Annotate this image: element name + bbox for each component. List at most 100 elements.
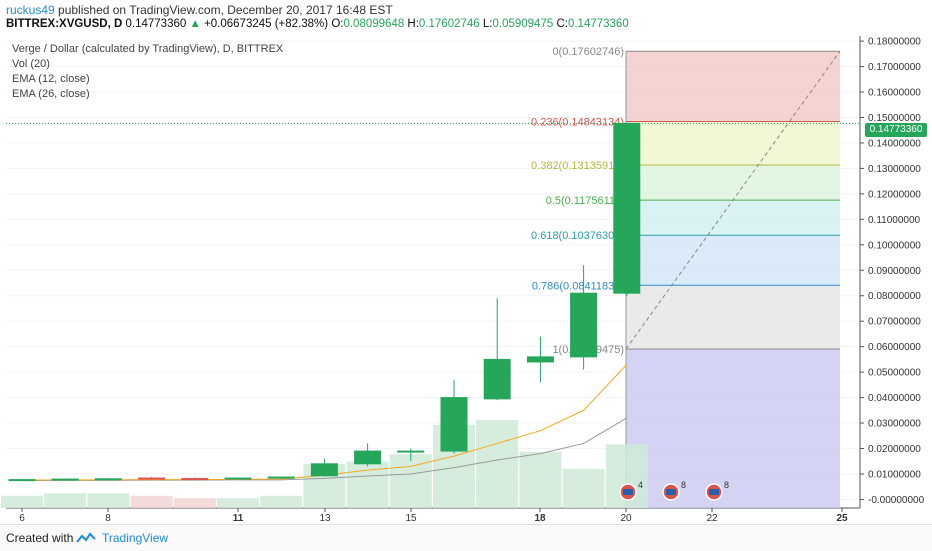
candle-body xyxy=(440,397,468,452)
high-value: 0.17602746 xyxy=(418,18,480,30)
event-flag-stripe xyxy=(666,489,676,495)
fib-zone xyxy=(626,235,840,286)
ema26-line xyxy=(21,417,628,482)
fib-zone xyxy=(626,200,840,236)
y-tick-label: 0.01000000 xyxy=(868,469,921,480)
fib-level-label: 0.5(0.11756111) xyxy=(546,195,624,207)
volume-bar xyxy=(44,493,87,508)
y-tick-label: 0.14000000 xyxy=(868,138,921,149)
fib-level-label: 0(0.17602746) xyxy=(552,46,624,58)
high-label: H: xyxy=(407,18,419,30)
x-tick-label: 6 xyxy=(19,513,25,524)
volume-bar xyxy=(562,468,605,508)
price-chart[interactable]: 0.18000000 0.17000000 0.16000000 0.15000000… xyxy=(0,0,932,524)
fib-zone xyxy=(626,285,840,349)
candle-body xyxy=(526,356,554,363)
event-flag-stripe xyxy=(709,489,719,495)
x-tick-label: 8 xyxy=(105,513,111,524)
event-flag-count: 4 xyxy=(638,480,643,490)
x-tick-label: 25 xyxy=(836,513,848,524)
event-flag-icon: 8 xyxy=(662,480,686,501)
last-price: 0.14773360 xyxy=(125,18,187,30)
candle-body xyxy=(138,477,166,480)
fib-level-label: 0.236(0.14843134) xyxy=(531,116,624,128)
fib-trend-line xyxy=(625,50,841,350)
y-tick-label: 0.02000000 xyxy=(868,444,921,455)
fib-level-label: 0.382(0.13135915) xyxy=(531,160,624,172)
event-flag-stripe xyxy=(623,489,633,495)
x-tick-label: 15 xyxy=(405,513,417,524)
event-flag-icon: 8 xyxy=(705,480,729,501)
candle-body xyxy=(483,358,511,400)
volume-bar xyxy=(130,495,173,508)
change-arrow-icon: ▲ xyxy=(189,18,201,30)
y-tick-label: 0.11000000 xyxy=(868,215,921,226)
y-tick-label: 0.03000000 xyxy=(868,419,921,430)
y-tick-label: 0.12000000 xyxy=(868,189,921,200)
candle-body xyxy=(613,122,641,294)
candle-body xyxy=(181,478,209,481)
y-tick-label: 0.10000000 xyxy=(868,240,921,251)
ohlc-line: BITTREX:XVGUSD, D 0.14773360 ▲ +0.066732… xyxy=(6,18,629,30)
y-tick-label: 0.17000000 xyxy=(868,62,921,73)
volume-bar xyxy=(260,495,303,508)
low-value: 0.05909475 xyxy=(492,18,554,30)
close-label: C: xyxy=(556,18,568,30)
legend-vol[interactable]: Vol (20) xyxy=(12,58,50,70)
y-tick-label: 0.06000000 xyxy=(868,342,921,353)
author-link[interactable]: ruckus49 xyxy=(6,3,55,17)
candle-body xyxy=(224,477,252,480)
y-tick-label: 0.04000000 xyxy=(868,393,921,404)
change-value: +0.06673245 (+82.38%) xyxy=(204,18,329,30)
fib-zone xyxy=(626,121,840,165)
x-tick-label: 13 xyxy=(319,513,331,524)
event-flag-icon: 4 xyxy=(619,480,643,501)
volume-bar xyxy=(389,454,432,508)
tradingview-link[interactable]: TradingView xyxy=(102,531,169,545)
y-tick-label: 0.05000000 xyxy=(868,368,921,379)
fib-level-label: 0.786(0.08411835) xyxy=(532,280,624,292)
publish-text: published on TradingView.com, December 2… xyxy=(54,3,393,17)
volume-bar xyxy=(519,451,562,508)
x-tick-label: 11 xyxy=(233,513,244,524)
candle-body xyxy=(397,450,425,453)
legend-ema26[interactable]: EMA (26, close) xyxy=(12,88,90,100)
fib-zone-below xyxy=(626,348,840,508)
candle-body xyxy=(310,463,338,477)
symbol-label: BITTREX:XVGUSD, D xyxy=(6,18,123,30)
y-tick-label: 0.16000000 xyxy=(868,88,921,99)
low-label: L: xyxy=(482,18,493,30)
event-flag-count: 8 xyxy=(724,480,729,490)
candle-body xyxy=(94,478,122,481)
volume-bar xyxy=(173,498,216,508)
volume-bar xyxy=(476,420,519,508)
x-tick-label: 18 xyxy=(534,513,546,524)
indicator-legend: Verge / Dollar (calculated by TradingVie… xyxy=(12,42,283,102)
close-value: 0.14773360 xyxy=(567,18,629,30)
y-tick-label: 0.08000000 xyxy=(868,291,921,302)
volume-bar xyxy=(1,495,43,508)
x-tick-label: 20 xyxy=(620,513,632,524)
fib-level-label: 0.618(0.10376305) xyxy=(531,230,624,242)
tradingview-logo-icon[interactable] xyxy=(76,532,96,544)
event-flag-count: 8 xyxy=(681,480,686,490)
x-tick-label: 22 xyxy=(706,513,718,524)
volume-bar xyxy=(217,498,259,508)
open-value: 0.08099648 xyxy=(343,18,405,30)
legend-ema12[interactable]: EMA (12, close) xyxy=(12,73,90,85)
candle-body xyxy=(8,479,36,482)
volume-bar xyxy=(87,493,130,508)
candle-body xyxy=(354,450,382,465)
created-with-text: Created with xyxy=(6,531,74,545)
y-tick-label: 0.09000000 xyxy=(868,266,921,277)
open-label: O: xyxy=(331,18,344,30)
y-tick-label: 0.07000000 xyxy=(868,317,921,328)
last-price-badge: 0.14773360 xyxy=(865,123,927,137)
y-tick-label: 0.13000000 xyxy=(868,164,921,175)
publish-line: ruckus49 published on TradingView.com, D… xyxy=(6,3,393,17)
candle-body xyxy=(51,478,79,481)
y-tick-label: 0.15000000 xyxy=(868,113,921,124)
legend-title: Verge / Dollar (calculated by TradingVie… xyxy=(12,43,284,55)
footer: Created with TradingView xyxy=(0,524,932,551)
candle-body xyxy=(570,292,598,358)
